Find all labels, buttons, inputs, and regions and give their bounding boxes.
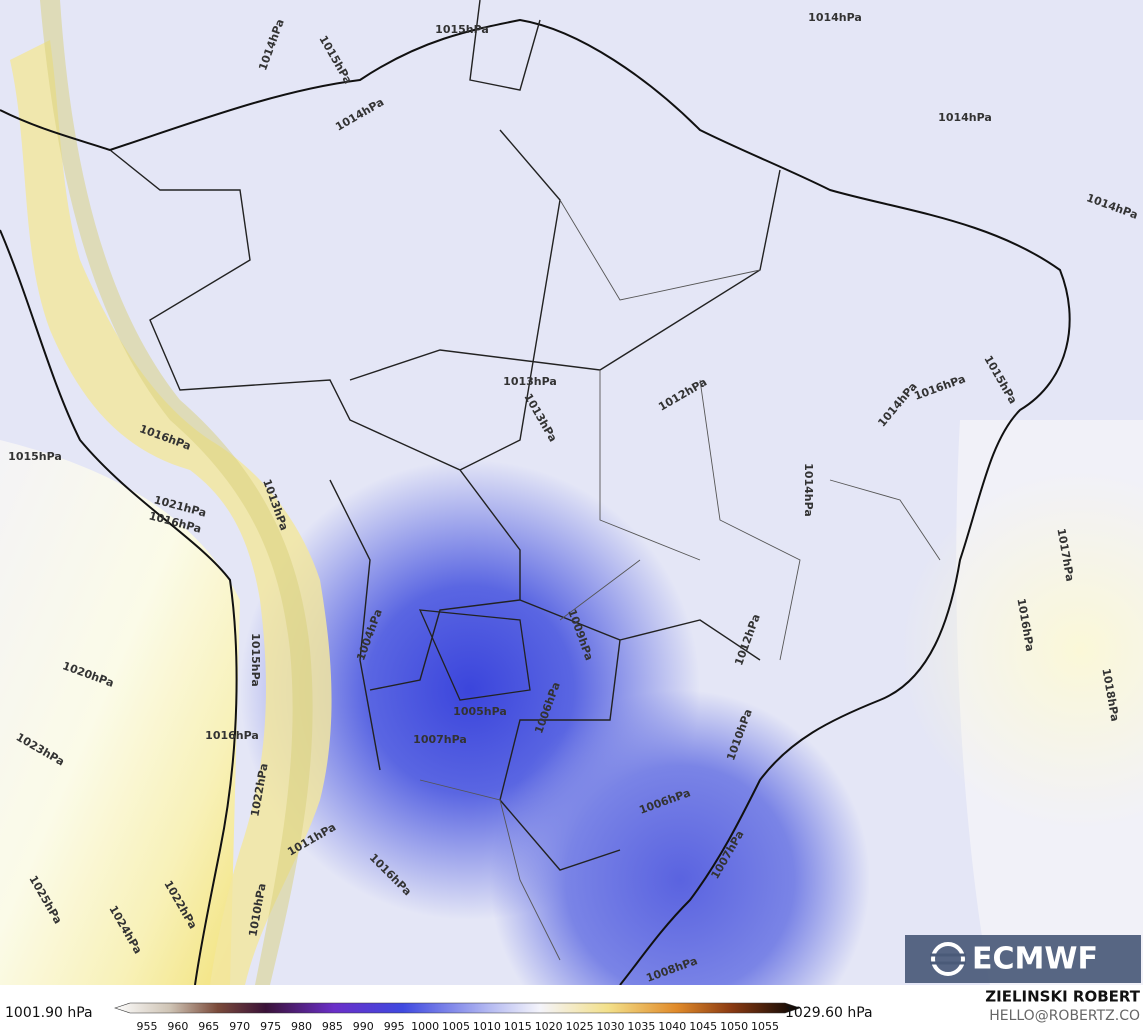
email: HELLO@ROBERTZ.CO [989, 1008, 1140, 1024]
isobar-label: 1013hPa [503, 375, 557, 388]
colorbar-tick-label: 990 [353, 1020, 374, 1033]
colorbar-tick-label: 1000 [411, 1020, 439, 1033]
colorbar-tick-label: 1055 [751, 1020, 779, 1033]
isobar-label: 1016hPa [205, 729, 259, 742]
colorbar-tick-label: 975 [260, 1020, 281, 1033]
isobar-label: 1005hPa [453, 705, 507, 718]
isobar-label: 1007hPa [413, 733, 467, 746]
state-borders [419, 199, 941, 961]
isobar-label: 1015hPa [249, 633, 262, 687]
colorbar-tick-label: 1025 [566, 1020, 594, 1033]
author: ZIELINSKI ROBERT [985, 988, 1140, 1006]
isobar-label: 1014hPa [938, 111, 992, 124]
colorbar-tick-label: 1030 [597, 1020, 625, 1033]
colorbar-max: 1029.60 hPa [785, 1005, 873, 1021]
colorbar-tick-label: 1045 [689, 1020, 717, 1033]
colorbar-tick-label: 995 [384, 1020, 405, 1033]
colorbar-tick-label: 955 [137, 1020, 158, 1033]
isobar-label: 1014hPa [802, 463, 815, 517]
colorbar-tick-label: 1035 [627, 1020, 655, 1033]
colorbar-area: 1001.90 hPa 1029.60 hPa ZIELINSKI ROBERT… [5, 988, 1141, 1034]
colorbar-tick-label: 1040 [658, 1020, 686, 1033]
colorbar-tick-label: 1005 [442, 1020, 470, 1033]
isobar-label: 1014hPa [808, 11, 862, 24]
ecmwf-logo: ECMWF [905, 935, 1141, 983]
colorbar-tick-label: 985 [322, 1020, 343, 1033]
colorbar-tick-label: 980 [291, 1020, 312, 1033]
colorbar-tick-label: 960 [167, 1020, 188, 1033]
colorbar-tick-label: 1010 [473, 1020, 501, 1033]
colorbar-tick-label: 1015 [504, 1020, 532, 1033]
logo-icon [931, 942, 965, 976]
logo-text: ECMWF [972, 942, 1098, 977]
colorbar-tick-label: 1020 [535, 1020, 563, 1033]
colorbar-min: 1001.90 hPa [5, 1005, 93, 1021]
colorbar [114, 1002, 801, 1014]
colorbar-tick-label: 970 [229, 1020, 250, 1033]
colorbar-ticks: 955 960 965 970 975 980 985 990 995 1000 1005 1010 1… [137, 1020, 780, 1033]
coastline [0, 18, 1071, 985]
paraguay-border [418, 609, 531, 701]
andes-ridge [40, 0, 313, 985]
colorbar-tick-label: 965 [198, 1020, 219, 1033]
isobar-label: 1015hPa [435, 23, 489, 36]
isobar-label: 1015hPa [8, 450, 62, 463]
low-pressure-south [0, 0, 1143, 985]
colorbar-tick-label: 1050 [720, 1020, 748, 1033]
